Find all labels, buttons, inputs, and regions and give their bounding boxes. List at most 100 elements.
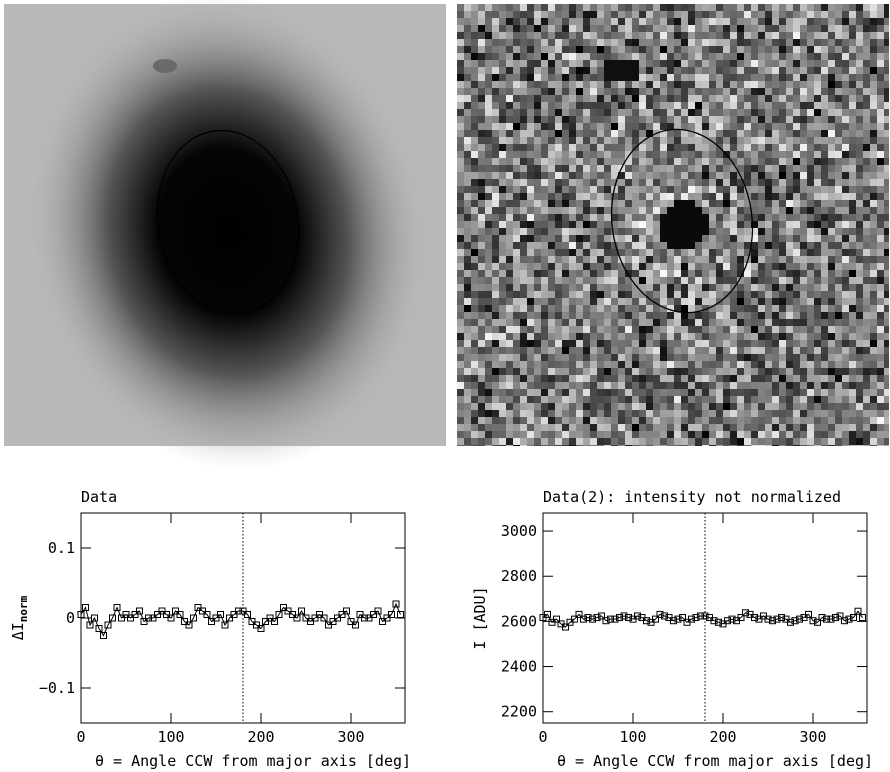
noise-pixel [520, 438, 527, 445]
noise-pixel [541, 116, 548, 123]
noise-pixel [639, 256, 646, 263]
noise-pixel [548, 431, 555, 438]
noise-pixel [653, 291, 660, 298]
noise-pixel [590, 389, 597, 396]
noise-pixel [604, 319, 611, 326]
noise-pixel [688, 375, 695, 382]
noise-pixel [604, 424, 611, 431]
noise-pixel [821, 4, 828, 11]
noise-pixel [856, 326, 863, 333]
noise-pixel [492, 389, 499, 396]
noise-pixel [681, 179, 688, 186]
noise-pixel [569, 200, 576, 207]
noise-pixel [870, 277, 877, 284]
noise-pixel [744, 438, 751, 445]
noise-pixel [842, 123, 849, 130]
noise-pixel [695, 333, 702, 340]
noise-pixel [688, 172, 695, 179]
noise-pixel [674, 11, 681, 18]
noise-pixel [625, 179, 632, 186]
noise-pixel [842, 11, 849, 18]
noise-pixel [618, 431, 625, 438]
noise-pixel [688, 25, 695, 32]
noise-pixel [695, 74, 702, 81]
noise-pixel [870, 319, 877, 326]
noise-pixel [765, 410, 772, 417]
noise-pixel [513, 4, 520, 11]
noise-pixel [744, 389, 751, 396]
noise-pixel [660, 144, 667, 151]
noise-pixel [667, 291, 674, 298]
noise-pixel [744, 144, 751, 151]
noise-pixel [877, 354, 884, 361]
noise-pixel [723, 333, 730, 340]
noise-pixel [576, 165, 583, 172]
noise-pixel [877, 438, 884, 445]
noise-pixel [730, 305, 737, 312]
noise-pixel [548, 340, 555, 347]
noise-pixel [499, 361, 506, 368]
noise-pixel [842, 74, 849, 81]
noise-pixel [821, 235, 828, 242]
y-tick-label: 2800 [501, 567, 537, 585]
noise-pixel [709, 270, 716, 277]
noise-pixel [660, 214, 667, 221]
noise-pixel [632, 375, 639, 382]
noise-pixel [597, 263, 604, 270]
y-tick-label: 0 [66, 609, 75, 627]
noise-pixel [681, 53, 688, 60]
noise-pixel [534, 277, 541, 284]
noise-pixel [457, 165, 464, 172]
noise-pixel [611, 354, 618, 361]
noise-pixel [856, 242, 863, 249]
noise-pixel [765, 102, 772, 109]
noise-pixel [478, 25, 485, 32]
noise-pixel [639, 207, 646, 214]
noise-pixel [555, 270, 562, 277]
noise-pixel [870, 375, 877, 382]
noise-pixel [646, 389, 653, 396]
noise-pixel [541, 32, 548, 39]
noise-pixel [562, 347, 569, 354]
noise-pixel [807, 32, 814, 39]
noise-pixel [716, 284, 723, 291]
noise-pixel [674, 403, 681, 410]
noise-pixel [821, 67, 828, 74]
noise-pixel [632, 242, 639, 249]
noise-pixel [632, 4, 639, 11]
noise-pixel [590, 46, 597, 53]
noise-pixel [877, 102, 884, 109]
noise-pixel [527, 109, 534, 116]
noise-pixel [730, 445, 737, 452]
noise-pixel [513, 214, 520, 221]
noise-pixel [492, 375, 499, 382]
noise-pixel [576, 193, 583, 200]
noise-pixel [653, 410, 660, 417]
noise-pixel [786, 116, 793, 123]
noise-pixel [821, 375, 828, 382]
noise-pixel [548, 4, 555, 11]
noise-pixel [618, 333, 625, 340]
noise-pixel [800, 123, 807, 130]
noise-pixel [471, 172, 478, 179]
noise-pixel [786, 11, 793, 18]
noise-pixel [471, 102, 478, 109]
noise-pixel [870, 312, 877, 319]
noise-pixel [499, 172, 506, 179]
noise-pixel [779, 74, 786, 81]
noise-pixel [856, 144, 863, 151]
noise-pixel [604, 32, 611, 39]
noise-pixel [457, 368, 464, 375]
noise-pixel [618, 18, 625, 25]
noise-pixel [471, 60, 478, 67]
noise-pixel [814, 312, 821, 319]
noise-pixel [646, 382, 653, 389]
noise-pixel [821, 340, 828, 347]
noise-pixel [471, 67, 478, 74]
noise-pixel [457, 221, 464, 228]
noise-pixel [555, 11, 562, 18]
noise-pixel [464, 340, 471, 347]
noise-pixel [569, 438, 576, 445]
noise-pixel [877, 109, 884, 116]
noise-pixel [772, 431, 779, 438]
